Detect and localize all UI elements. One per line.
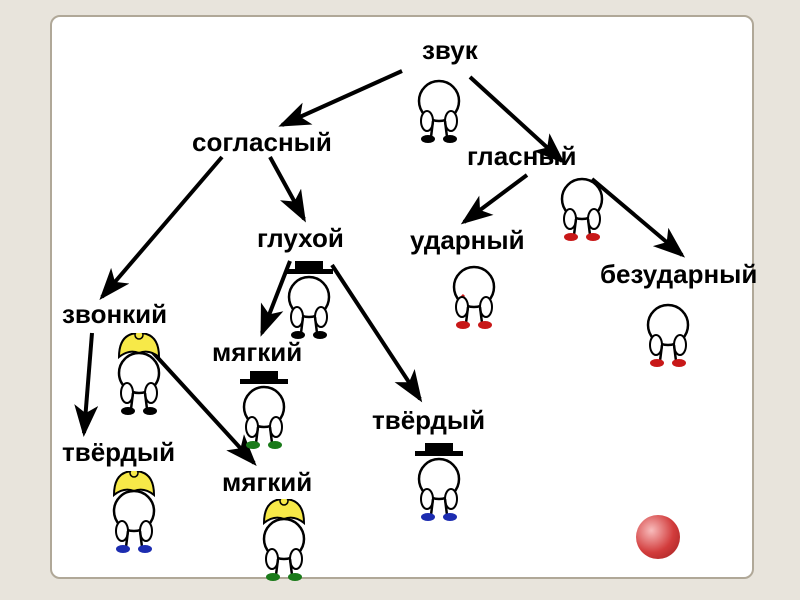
node-zvonkii: звонкий [62,299,167,330]
node-tverdyi-2: твёрдый [372,405,485,436]
char-glukhoi [277,257,341,348]
nav-button[interactable] [636,515,680,559]
node-root: звук [422,35,478,66]
char-udarny [442,257,506,338]
char-bezudarny [636,295,700,376]
char-glasny [550,169,614,250]
node-soglasny: согласный [192,127,332,158]
char-myagkii-1 [232,367,296,458]
char-tverdyi-2 [407,439,471,530]
char-tverdyi-1 [102,471,166,562]
node-myagkii-2: мягкий [222,467,312,498]
node-udarny: ударный [410,225,525,256]
char-root [407,71,471,152]
node-glukhoi: глухой [257,223,344,254]
node-glasny: гласный [467,141,577,172]
char-myagkii-2 [252,499,316,590]
node-bezudarny: безударный [600,259,757,290]
node-tverdyi-1: твёрдый [62,437,175,468]
diagram-frame: звук согласный гласный глухой ударный бе… [50,15,754,579]
char-zvonkii [107,333,171,424]
